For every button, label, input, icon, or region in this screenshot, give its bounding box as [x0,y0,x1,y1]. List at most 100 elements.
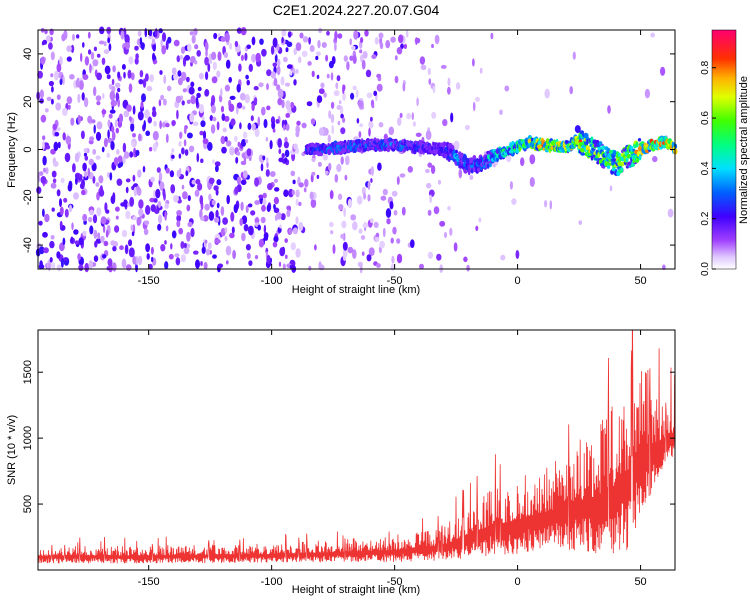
spectrogram-noise-cell [114,119,118,128]
spectrogram-noise-cell [178,141,182,147]
spectrogram-noise-cell [129,151,134,158]
spectrogram-noise-cell [200,120,206,128]
spectrogram-noise-cell [453,140,460,151]
spectrogram-noise-cell [403,43,407,50]
spectrogram-noise-cell [210,124,216,134]
spectrogram-noise-cell [323,92,327,98]
spectrogram-noise-cell [310,198,317,208]
spectrogram-noise-cell [91,65,94,71]
snr-x-ticks: -150 -100 -50 0 50 [138,330,647,588]
spectrogram-noise-cell [650,32,655,38]
spectrogram-noise-cell [161,122,166,128]
spectrogram-noise-cell [265,137,269,142]
spectrogram-noise-cell [176,210,183,216]
spectrogram-noise-cell [370,166,374,176]
spectrogram-noise-cell [274,187,280,192]
spectrogram-noise-cell [432,85,436,94]
spectrogram-noise-cell [329,190,334,200]
spectrogram-noise-cell [48,262,51,272]
spectrogram-noise-cell [77,253,81,261]
spectrogram-noise-cell [87,49,92,55]
spectrogram-signal-cell [528,138,532,142]
spectrogram-noise-cell [83,97,89,108]
spectrogram-noise-cell [301,50,308,57]
spectrogram-noise-cell [195,259,200,269]
spectrogram-noise-cell [187,43,192,52]
spectrogram-noise-cell [337,120,341,126]
spectrogram-noise-cell [229,146,235,156]
spectrogram-noise-cell [362,223,369,228]
spectrogram-noise-cell [274,47,277,56]
spectrogram-noise-cell [425,169,430,173]
spectrogram-noise-cell [38,220,43,226]
spectrogram-signal-cell [486,163,490,169]
spectrogram-noise-cell [99,189,105,197]
spectrogram-noise-cell [229,232,235,239]
snr-x-tick-label: -100 [261,576,283,588]
spectrogram-noise-cell [141,93,146,103]
spectrogram-noise-cell [83,148,88,153]
spectrogram-signal-cell [364,143,368,150]
spectrogram-noise-cell [135,255,139,266]
spectrogram-noise-cell [111,131,116,141]
spectrogram-noise-cell [437,179,442,185]
chart-title: C2E1.2024.227.20.07.G04 [273,2,440,18]
spectrogram-noise-cell [442,119,448,127]
spectrogram-noise-cell [84,56,90,66]
spectrogram-noise-cell [145,130,151,137]
spectrogram-signal-cell [314,150,318,155]
spectrogram-noise-cell [75,173,79,179]
spectrogram-noise-cell [235,156,239,164]
spectrogram-noise-cell [255,52,261,63]
spectrogram-noise-cell [346,61,350,71]
spectrogram-noise-cell [163,74,167,84]
spectrogram-noise-cell [63,197,68,203]
spectrogram-noise-cell [150,246,154,255]
spectrogram-noise-cell [82,213,88,222]
spectrogram-noise-cell [77,93,81,103]
spectrogram-noise-cell [284,238,289,244]
spectrogram-noise-cell [274,53,278,63]
spectrogram-noise-cell [70,236,74,244]
spectrogram-noise-cell [89,63,92,74]
spectrogram-noise-cell [370,116,373,122]
snr-y-tick-label: 500 [22,495,34,513]
spectrogram-noise-cell [436,253,442,261]
spectrogram-noise-cell [144,109,150,119]
spectrogram-noise-cell [106,172,111,178]
spectrogram-noise-cell [107,129,110,139]
spectrogram-noise-cell [238,63,242,72]
spectrogram-noise-cell [36,186,42,194]
spectrogram-noise-cell [106,219,110,224]
spectrogram-noise-cell [254,177,260,187]
spectrogram-noise-cell [215,165,219,173]
spectrogram-noise-cell [153,120,157,127]
spectrogram-noise-cell [295,248,301,258]
spectrogram-noise-cell [340,113,344,119]
spectrogram-noise-cell [48,80,55,87]
spectrogram-noise-cell [375,232,380,238]
spectrogram-noise-cell [139,37,143,46]
spectrogram-noise-cell [163,98,167,106]
spectrogram-noise-cell [149,74,155,83]
spectrogram-noise-cell [345,155,350,166]
spectrogram-noise-cell [309,45,315,52]
spectrogram-noise-cell [145,243,151,253]
spectrogram-noise-cell [208,59,213,64]
spectrogram-noise-cell [390,36,396,43]
spectrogram-noise-cell [273,203,276,210]
spectrogram-noise-cell [112,262,117,272]
spectrogram-noise-cell [80,130,85,140]
spectrogram-noise-cell [64,208,69,218]
spectrogram-noise-cell [370,218,374,224]
spectrogram-noise-cell [267,183,273,191]
spectrogram-noise-cell [211,199,216,206]
spectrogram-noise-cell [352,55,357,64]
spectrogram-noise-cell [147,116,152,124]
spectrogram-noise-cell [280,76,285,86]
spectrogram-noise-cell [159,181,165,191]
spectrogram-noise-cell [179,132,183,138]
spectrogram-noise-cell [152,52,156,62]
spectrogram-noise-cell [287,31,292,38]
